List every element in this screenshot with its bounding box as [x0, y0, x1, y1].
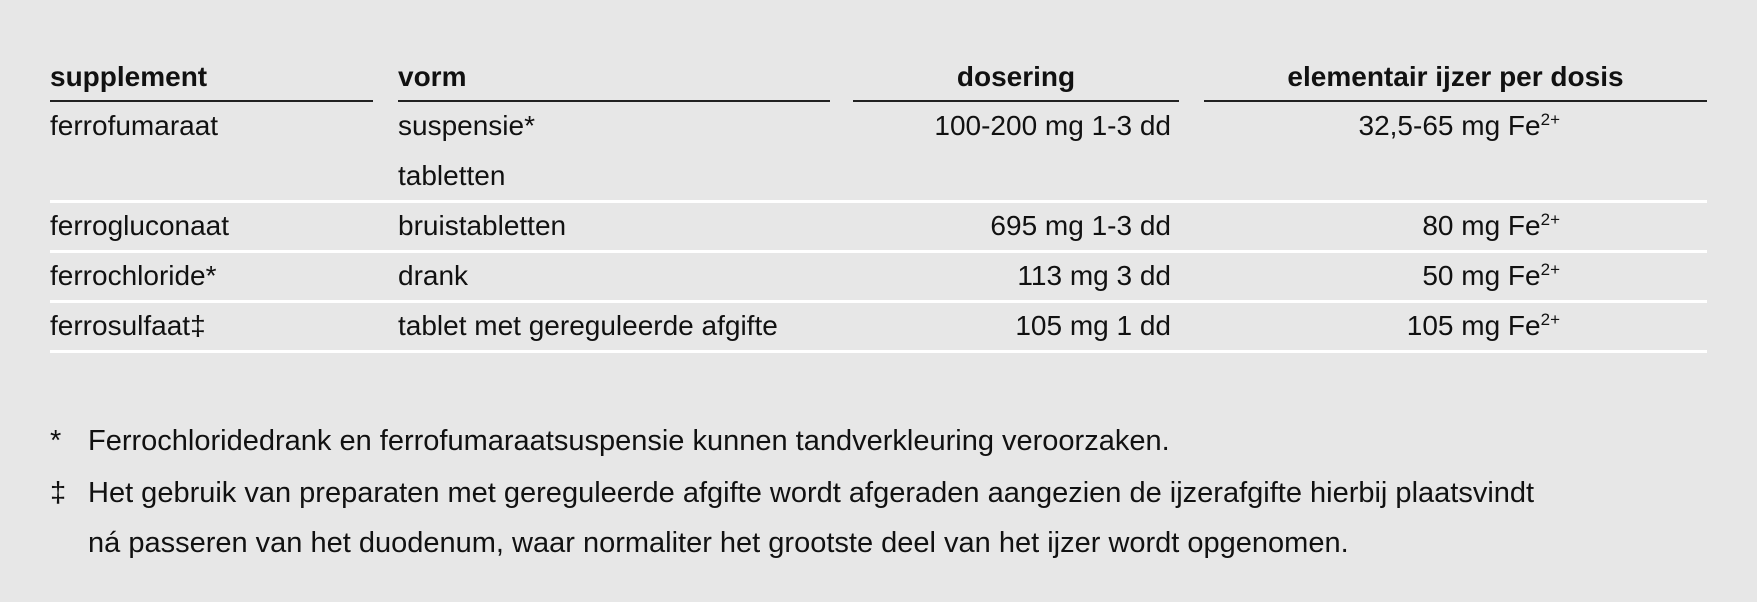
dosering-cell: 105 mg 1 dd [1015, 310, 1171, 341]
footnote-marker: ‡ [50, 477, 67, 509]
dosering-cell: 113 mg 3 dd [1017, 260, 1171, 291]
header-supplement: supplement [50, 54, 373, 102]
ijzer-cell: 50 mg Fe2+ [1200, 251, 1560, 301]
supplement-cell: ferrofumaraat [50, 110, 219, 141]
ijzer-value: 105 mg Fe [1406, 310, 1541, 341]
ijzer-cell: 80 mg Fe2+ [1200, 201, 1560, 251]
dosering-cell: 695 mg 1-3 dd [990, 210, 1171, 241]
dosering-cell: 100-200 mg 1-3 dd [934, 110, 1171, 141]
ijzer-cell: 32,5-65 mg Fe2+ [1200, 101, 1561, 151]
supplement-cell: ferrochloride* [50, 260, 217, 291]
vorm-cell: suspensie* [398, 110, 535, 141]
ijzer-cell: 105 mg Fe2+ [1200, 301, 1560, 351]
charge-superscript: 2+ [1540, 260, 1560, 279]
table-row: ferrogluconaat bruistabletten 695 mg 1-3 d… [50, 201, 1707, 253]
header-dosering: dosering [853, 54, 1179, 102]
table-row: ferrochloride* drank 113 mg 3 dd 50 mg Fe2+ [50, 251, 1707, 303]
charge-superscript: 2+ [1540, 310, 1560, 329]
vorm-cell: tablet met gereguleerde afgifte [398, 310, 778, 341]
table-row: ferrofumaraat suspensie* tabletten 100-200 … [50, 101, 1707, 203]
charge-superscript: 2+ [1540, 210, 1560, 229]
table-row: ferrosulfaat‡ tablet met gereguleerde afg… [50, 301, 1707, 353]
footnote-text: ná passeren van het duodenum, waar norma… [88, 527, 1349, 559]
header-elementair-ijzer: elementair ijzer per dosis [1204, 54, 1707, 102]
ijzer-value: 80 mg Fe [1422, 210, 1541, 241]
vorm-cell: bruistabletten [398, 210, 567, 241]
charge-superscript: 2+ [1540, 110, 1560, 129]
ijzer-value: 32,5-65 mg Fe [1358, 110, 1541, 141]
supplement-cell: ferrosulfaat‡ [50, 310, 206, 341]
footnote-text: Ferrochloridedrank en ferrofumaraatsuspe… [88, 425, 1170, 457]
vorm-cell: tabletten [398, 160, 506, 191]
ijzer-value: 50 mg Fe [1422, 260, 1541, 291]
vorm-cell: drank [398, 260, 469, 291]
supplement-cell: ferrogluconaat [50, 210, 230, 241]
footnote-marker: * [50, 425, 62, 457]
header-vorm: vorm [398, 54, 830, 102]
footnote-text: Het gebruik van preparaten met geregulee… [88, 477, 1535, 509]
